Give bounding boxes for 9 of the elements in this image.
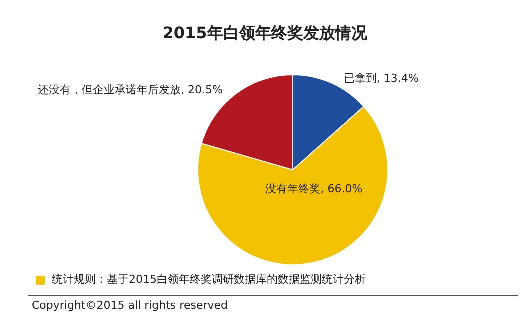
- data-label: , 66.0%: [320, 182, 363, 196]
- chart-title: 2015年白领年终奖发放情况: [162, 24, 368, 42]
- text: 统计规则：基于2015白领年终奖调研数据库的数据监测统计分析: [52, 273, 366, 286]
- text: Copyright©2015 all rights reserved: [32, 299, 228, 312]
- slice-label: 已拿到: [344, 72, 377, 86]
- data-label: , 20.5%: [180, 84, 223, 97]
- data-label: , 13.4%: [376, 72, 419, 86]
- slice-label: 还没有，但企业承诺年后发放: [38, 84, 181, 97]
- slice-label: 没有年终奖: [266, 182, 321, 196]
